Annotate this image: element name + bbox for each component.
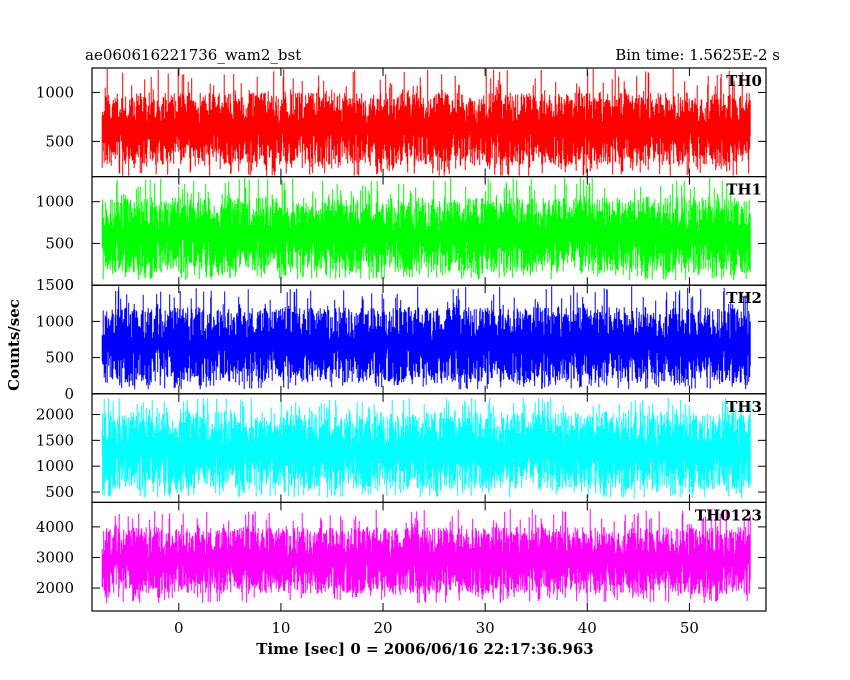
y-tick-label: 500 [45,132,74,150]
y-tick-label: 1500 [36,276,74,294]
y-tick-label: 2000 [36,579,74,597]
panel-label: TH1 [726,181,762,199]
panels-group: 5001000TH005001000TH1050010001500TH25001… [36,67,767,637]
panel-th0123: 2000 3000 4000 TH0123 [36,501,767,612]
panel-label: TH0123 [695,506,762,524]
x-tick-label: 30 [476,619,495,637]
x-axis-title: Time [sec] 0 = 2006/06/16 22:17:36.963 [256,640,593,658]
y-axis-title: Counts/sec [5,299,23,391]
y-tick-label: 0 [64,276,74,294]
x-tick-label: 50 [680,619,699,637]
panel-label: TH0 [726,72,762,90]
y-tick-label: 0 [64,385,74,403]
series-th2 [101,286,751,390]
chart-title: ae060616221736_wam2_bst [85,46,301,64]
y-tick-label: 4000 [36,518,74,536]
y-tick-label: 500 [45,234,74,252]
y-tick-label: 1500 [36,431,74,449]
y-tick-label: 500 [45,349,74,367]
panel-th1: 0 500 1000 TH1 [36,176,767,294]
x-tick-label: 20 [373,619,392,637]
series-th0123 [101,509,751,604]
y-tick-label: 1000 [36,193,74,211]
series-th3 [101,397,751,499]
x-tick-label: 10 [271,619,290,637]
panel-frame [91,501,767,612]
y-tick-label: 2000 [36,405,74,423]
series-th1 [101,177,751,281]
panel-th2: 0 500 1000 1500 TH2 [36,276,767,403]
panel-th3: 500 1000 1500 2000 TH3 [36,393,767,503]
x-tick-label: 0 [174,619,184,637]
panel-label: TH2 [726,289,762,307]
bin-time-label: Bin time: 1.5625E-2 s [615,46,780,64]
panel-th0: 500 1000 TH0 [36,67,767,178]
y-tick-label: 1000 [36,83,74,101]
y-tick-label: 1000 [36,457,74,475]
y-tick-label: 1000 [36,312,74,330]
y-tick-label: 3000 [36,548,74,566]
series-th0 [101,69,751,176]
y-tick-label: 500 [45,483,74,501]
panel-label: TH3 [726,398,762,416]
x-tick-label: 40 [578,619,597,637]
